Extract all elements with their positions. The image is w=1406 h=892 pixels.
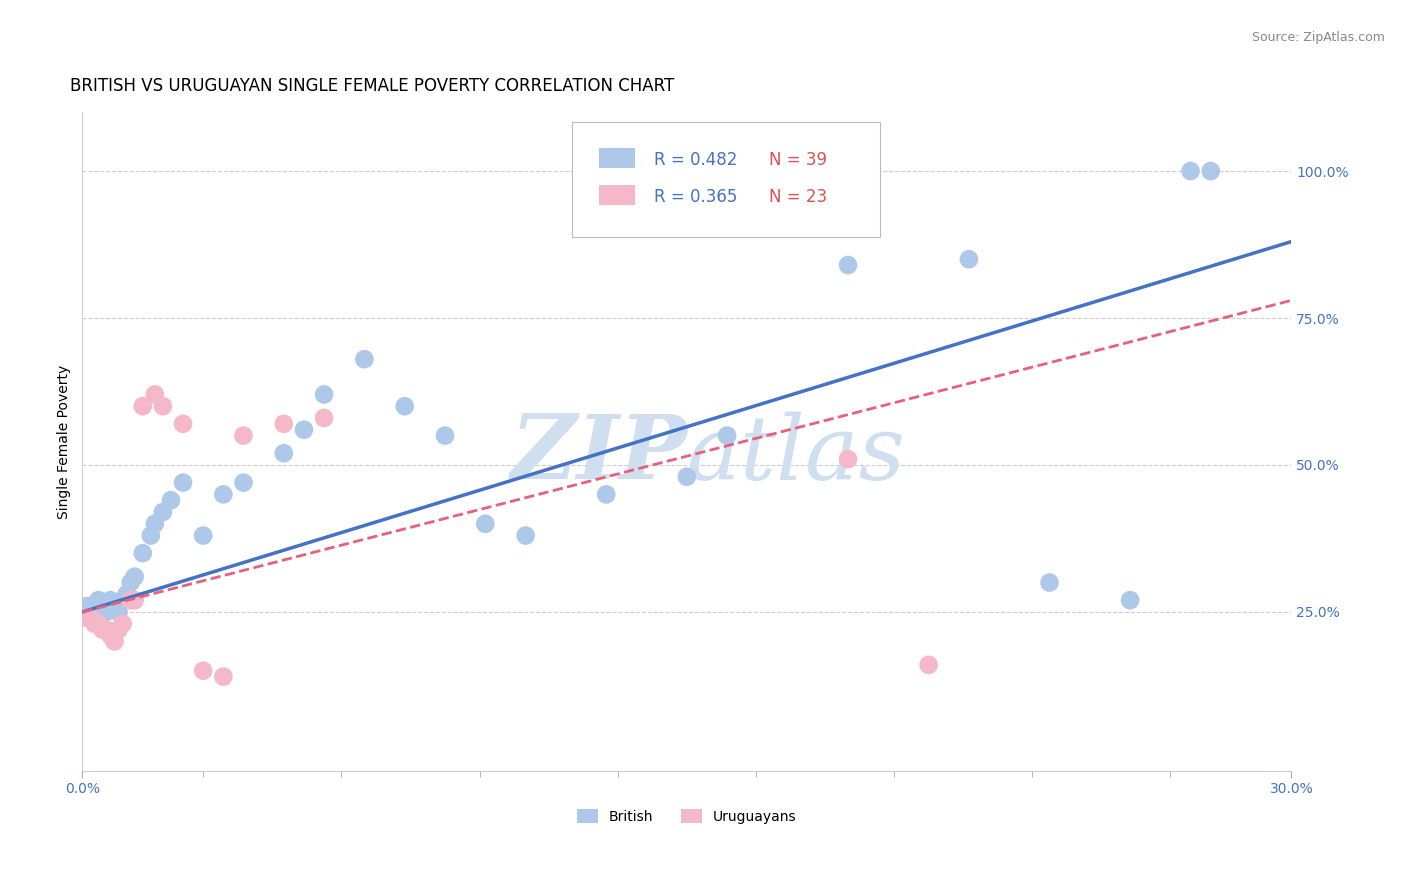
Point <box>111 593 134 607</box>
Y-axis label: Single Female Poverty: Single Female Poverty <box>58 364 72 518</box>
Point <box>91 599 114 613</box>
Point <box>143 516 166 531</box>
Text: atlas: atlas <box>686 411 905 498</box>
Point <box>75 611 97 625</box>
Point <box>111 616 134 631</box>
Point <box>139 528 162 542</box>
Point <box>1119 593 1142 607</box>
Point <box>132 546 155 560</box>
Point <box>314 387 336 401</box>
Point <box>100 593 122 607</box>
Point <box>96 605 118 619</box>
Point <box>353 352 375 367</box>
Point <box>957 252 980 267</box>
Point <box>193 528 215 542</box>
Point <box>79 599 101 613</box>
Point <box>917 657 939 672</box>
Point <box>132 399 155 413</box>
Legend: British, Uruguayans: British, Uruguayans <box>571 804 803 830</box>
Point <box>87 616 110 631</box>
Point <box>1038 575 1060 590</box>
Point <box>394 399 416 413</box>
Point <box>79 611 101 625</box>
FancyBboxPatch shape <box>599 186 636 205</box>
Point <box>434 428 457 442</box>
Point <box>115 587 138 601</box>
Text: R = 0.365: R = 0.365 <box>654 187 738 205</box>
Point <box>837 258 859 272</box>
Point <box>515 528 537 542</box>
Point <box>152 399 174 413</box>
Point <box>212 487 235 501</box>
Point <box>474 516 496 531</box>
Point <box>83 605 105 619</box>
Point <box>83 616 105 631</box>
Text: N = 39: N = 39 <box>769 151 827 169</box>
Point <box>292 423 315 437</box>
Point <box>91 623 114 637</box>
Point <box>75 599 97 613</box>
Point <box>87 593 110 607</box>
Text: Source: ZipAtlas.com: Source: ZipAtlas.com <box>1251 31 1385 45</box>
Point <box>172 475 194 490</box>
Point <box>212 670 235 684</box>
Point <box>273 417 295 431</box>
Point <box>314 411 336 425</box>
Point <box>120 575 142 590</box>
Point <box>232 475 254 490</box>
Point <box>103 599 125 613</box>
Point <box>1199 164 1222 178</box>
Point <box>124 593 146 607</box>
Point <box>193 664 215 678</box>
Point <box>152 505 174 519</box>
Point <box>143 387 166 401</box>
Point <box>273 446 295 460</box>
Point <box>120 593 142 607</box>
Point <box>103 634 125 648</box>
Text: ZIP: ZIP <box>510 411 686 498</box>
Text: BRITISH VS URUGUAYAN SINGLE FEMALE POVERTY CORRELATION CHART: BRITISH VS URUGUAYAN SINGLE FEMALE POVER… <box>70 78 675 95</box>
Point <box>232 428 254 442</box>
Point <box>837 452 859 467</box>
Point <box>1180 164 1202 178</box>
Point <box>675 469 697 483</box>
Point <box>595 487 617 501</box>
Text: R = 0.482: R = 0.482 <box>654 151 738 169</box>
FancyBboxPatch shape <box>572 122 880 237</box>
Point <box>160 493 183 508</box>
Point <box>107 623 129 637</box>
Text: N = 23: N = 23 <box>769 187 827 205</box>
Point <box>172 417 194 431</box>
Point <box>96 623 118 637</box>
Point <box>716 428 738 442</box>
Point <box>107 605 129 619</box>
FancyBboxPatch shape <box>599 148 636 169</box>
Point <box>124 569 146 583</box>
Point <box>100 628 122 642</box>
